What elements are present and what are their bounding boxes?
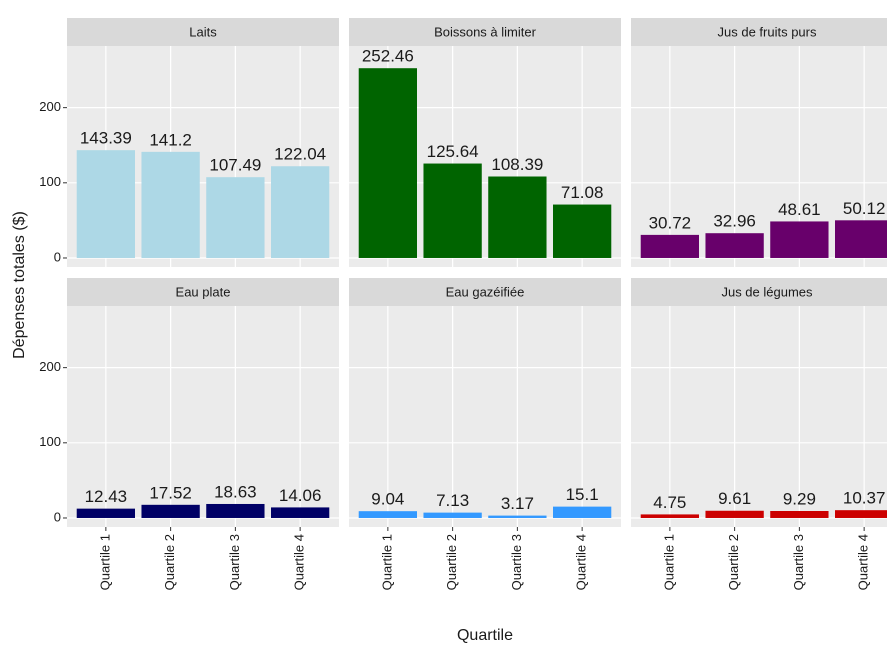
x-tick-label: Quartile 1 (379, 534, 394, 590)
bar (423, 512, 482, 518)
bar (358, 68, 417, 258)
bar (770, 510, 829, 518)
x-axis-title: Quartile (457, 627, 513, 644)
x-tick-label: Quartile 3 (509, 534, 524, 590)
x-tick-label: Quartile 4 (856, 534, 871, 590)
value-label: 17.52 (149, 483, 192, 502)
y-tick-label: 200 (39, 99, 61, 114)
bar (640, 234, 699, 258)
bar (271, 166, 330, 258)
value-label: 18.63 (214, 482, 257, 501)
x-tick-label: Quartile 3 (227, 534, 242, 590)
value-label: 48.61 (778, 200, 821, 219)
strip (67, 278, 339, 306)
value-label: 30.72 (649, 213, 692, 232)
y-tick-label: 100 (39, 434, 61, 449)
y-axis-title: Dépenses totales ($) (11, 211, 28, 359)
value-label: 107.49 (209, 156, 261, 175)
panel-title: Jus de légumes (721, 284, 813, 299)
bar (640, 514, 699, 518)
value-label: 3.17 (501, 494, 534, 513)
panel-title: Eau gazéifiée (446, 284, 525, 299)
value-label: 9.29 (783, 489, 816, 508)
panel-title: Jus de fruits purs (718, 24, 817, 39)
x-tick-label: Quartile 2 (726, 534, 741, 590)
panel-background (349, 306, 621, 527)
bar (488, 515, 547, 518)
bar (141, 151, 200, 258)
value-label: 9.04 (371, 490, 404, 509)
bar (553, 204, 612, 258)
strip (67, 18, 339, 46)
bar (76, 508, 135, 518)
value-label: 32.96 (713, 212, 756, 231)
x-tick-label: Quartile 4 (292, 534, 307, 590)
panel-background (67, 306, 339, 527)
bar (271, 507, 330, 518)
value-label: 125.64 (427, 142, 479, 161)
value-label: 7.13 (436, 491, 469, 510)
bar (76, 150, 135, 258)
value-label: 12.43 (85, 487, 128, 506)
bar (553, 506, 612, 518)
value-label: 10.37 (843, 489, 886, 508)
value-label: 252.46 (362, 47, 414, 66)
strip (631, 278, 887, 306)
value-label: 122.04 (274, 145, 326, 164)
x-tick-label: Quartile 2 (162, 534, 177, 590)
bar (770, 221, 829, 258)
y-tick-label: 200 (39, 359, 61, 374)
value-label: 141.2 (149, 130, 192, 149)
x-tick-label: Quartile 3 (791, 534, 806, 590)
bar (705, 233, 764, 258)
value-label: 143.39 (80, 129, 132, 148)
y-tick-label: 0 (54, 249, 61, 264)
strip (349, 278, 621, 306)
value-label: 4.75 (653, 493, 686, 512)
value-label: 71.08 (561, 183, 604, 202)
strip (631, 18, 887, 46)
bar (835, 510, 887, 518)
value-label: 50.12 (843, 199, 886, 218)
value-label: 15.1 (566, 485, 599, 504)
strip (349, 18, 621, 46)
value-label: 9.61 (718, 489, 751, 508)
bar (206, 503, 265, 518)
y-tick-label: 100 (39, 174, 61, 189)
x-tick-label: Quartile 1 (97, 534, 112, 590)
bar (358, 511, 417, 518)
panel-title: Boissons à limiter (434, 24, 537, 39)
bar (705, 510, 764, 518)
x-tick-label: Quartile 4 (574, 534, 589, 590)
value-label: 14.06 (279, 486, 322, 505)
panel-title: Laits (189, 24, 217, 39)
y-tick-label: 0 (54, 509, 61, 524)
value-label: 108.39 (491, 155, 543, 174)
bar (141, 504, 200, 518)
panel-background (631, 306, 887, 527)
x-tick-label: Quartile 2 (444, 534, 459, 590)
bar (488, 176, 547, 258)
bar (835, 220, 887, 258)
bar (423, 163, 482, 258)
bar (206, 177, 265, 258)
x-tick-label: Quartile 1 (661, 534, 676, 590)
panel-title: Eau plate (176, 284, 231, 299)
